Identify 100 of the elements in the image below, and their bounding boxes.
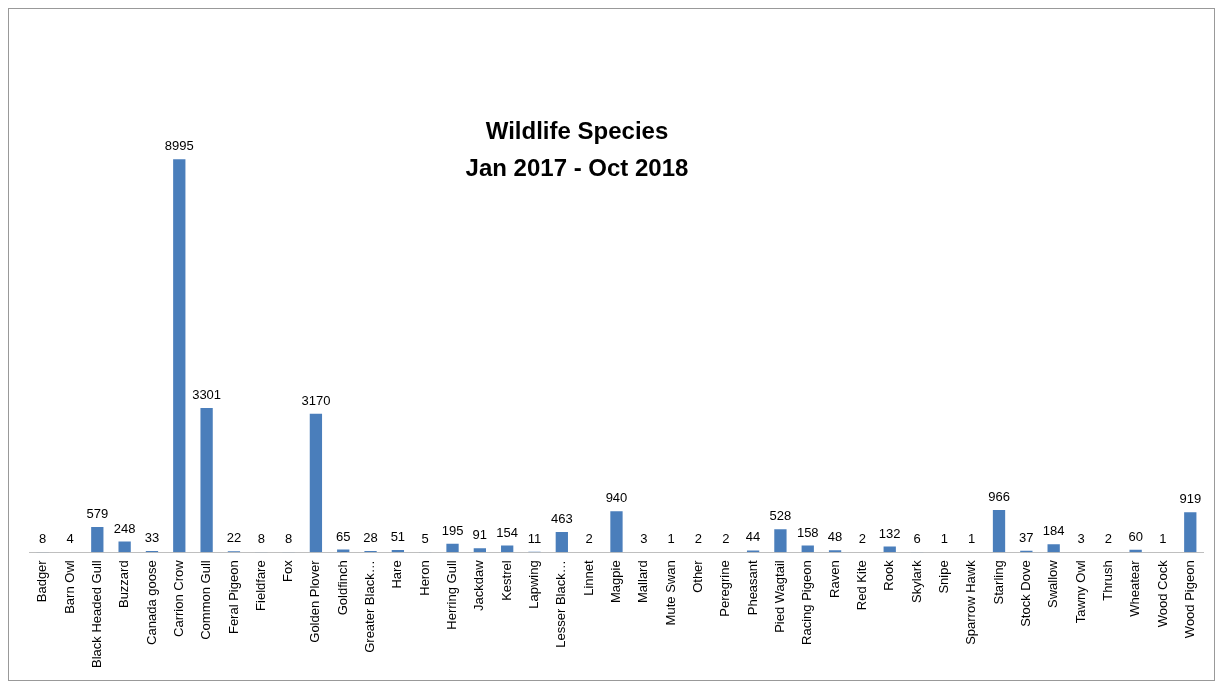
chart-subtitle: Jan 2017 - Oct 2018 [465,153,689,181]
x-tick-label: Magpie [608,560,624,603]
x-tick-label: Wheatear [1127,559,1143,617]
data-label: 3 [1077,531,1085,547]
x-tick-label: Jackdaw [471,559,487,611]
bar [173,159,186,553]
x-tick-label: Feral Pigeon [225,560,241,635]
x-tick-label: Kestrel [498,560,514,601]
data-label: 158 [796,524,819,540]
x-tick-label: Lesser Black… [553,560,569,648]
x-tick-label: Snipe [935,560,951,594]
bar [1184,512,1197,553]
data-label: 91 [472,527,488,543]
data-label: 966 [988,489,1010,505]
x-tick-label: Rook [881,559,897,591]
x-tick-label: Greater Black… [362,560,378,653]
x-tick-label: Raven [826,560,842,598]
bar [337,549,350,553]
bar [801,545,814,553]
x-tick-label: Other [690,559,706,593]
data-label: 6 [913,531,921,547]
data-label: 8995 [164,138,194,154]
x-tick-label: Wood Pigeon [1181,560,1197,639]
x-tick-label: Peregrine [717,560,733,617]
data-label: 2 [1104,531,1112,547]
bar [1047,544,1060,553]
data-label: 463 [550,511,573,527]
data-label: 1 [968,531,976,547]
x-tick-label: Buzzard [116,560,132,609]
x-tick-label: Skylark [908,559,924,603]
data-label: 184 [1042,523,1065,539]
data-label: 22 [226,530,242,546]
x-tick-label: Golden Plover [307,559,323,643]
x-tick-label: Badger [34,559,50,603]
x-tick-label: Sparrow Hawk [963,559,979,645]
data-label: 528 [769,508,792,524]
data-label: 11 [527,530,542,546]
x-tick-label: Wood Cock [1154,559,1170,628]
data-label: 3301 [192,387,222,403]
bar [992,510,1006,553]
x-tick-label: Pied Wagtail [772,560,787,633]
x-tick-label: Fieldfare [252,560,268,611]
data-label: 65 [336,528,351,544]
x-tick-label: Linnet [580,559,596,596]
data-label: 154 [496,524,519,540]
data-label: 8 [39,531,47,547]
x-tick-label: Carrion Crow [170,559,186,637]
data-label: 579 [86,506,109,522]
x-tick-label: Hare [389,560,405,589]
bar [555,532,568,553]
x-tick-label: Thrush [1099,560,1115,601]
bar [200,408,213,553]
data-label: 60 [1128,528,1143,544]
data-label: 919 [1179,491,1202,507]
x-tick-label: Herring Gull [444,560,460,630]
x-tick-label: Pheasant [744,559,760,616]
data-label: 248 [113,520,136,536]
data-label: 940 [605,490,628,506]
x-tick-label: Tawny Owl [1072,560,1088,624]
data-label: 28 [363,530,378,546]
data-label: 1 [940,531,948,547]
x-tick-label: Lapwing [526,560,542,609]
x-tick-label: Red Kite [853,560,869,611]
x-tick-label: Heron [416,560,432,596]
data-label: 8 [257,531,265,547]
bar [118,541,131,553]
x-tick-label: Stock Dove [1017,560,1033,627]
data-label: 3 [640,531,648,547]
x-tick-label: Racing Pigeon [799,560,815,645]
data-label: 51 [390,529,406,545]
x-tick-label: Fox [280,559,296,582]
data-label: 132 [878,525,901,541]
x-tick-label: Mallard [635,560,651,603]
bar [91,527,104,553]
data-label: 2 [694,531,703,547]
chart-title: Wildlife Species [485,116,669,144]
bar [828,550,842,553]
data-label: 48 [827,529,843,545]
bar [610,511,623,553]
bar [446,543,459,553]
data-label: 2 [585,531,593,547]
data-label: 8 [284,531,293,547]
data-label: 1 [667,531,675,547]
bar [774,529,787,553]
data-label: 4 [66,531,74,547]
x-tick-label: Starling [990,560,1006,605]
bar [473,548,486,553]
x-tick-label: Mute Swan [662,560,678,626]
data-label: 33 [144,529,160,545]
x-tick-label: Barn Owl [61,560,77,614]
bar [309,413,323,553]
data-label: 2 [858,531,867,547]
data-label: 2 [722,531,730,547]
x-tick-label: Common Gull [198,560,214,640]
x-tick-label: Swallow [1045,559,1061,609]
x-tick-label: Goldfinch [334,560,350,616]
data-label: 37 [1019,529,1034,545]
data-label: 1 [1159,531,1167,547]
data-label: 5 [421,531,429,547]
data-label: 44 [745,529,761,545]
